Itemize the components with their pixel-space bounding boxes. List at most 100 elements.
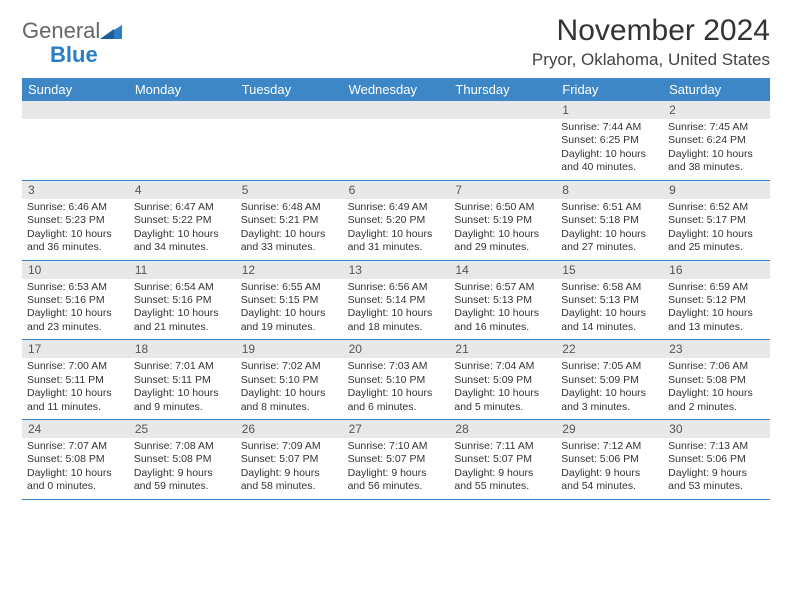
logo-text-wrap: General Blue: [22, 20, 122, 67]
daylight-line2: and 14 minutes.: [561, 321, 658, 334]
sunset-line: Sunset: 5:15 PM: [241, 294, 338, 307]
day-cell: Sunrise: 6:55 AMSunset: 5:15 PMDaylight:…: [236, 279, 343, 340]
daylight-line1: Daylight: 10 hours: [561, 148, 658, 161]
day-cell: Sunrise: 6:52 AMSunset: 5:17 PMDaylight:…: [663, 199, 770, 260]
sunrise-line: Sunrise: 7:10 AM: [348, 440, 445, 453]
daylight-line2: and 9 minutes.: [134, 401, 231, 414]
sunrise-line: Sunrise: 7:11 AM: [454, 440, 551, 453]
sunset-line: Sunset: 5:08 PM: [134, 453, 231, 466]
day-cell-empty: [449, 119, 556, 180]
day-number: 25: [129, 420, 236, 438]
sunrise-line: Sunrise: 7:07 AM: [27, 440, 124, 453]
daylight-line1: Daylight: 10 hours: [241, 228, 338, 241]
sunrise-line: Sunrise: 7:03 AM: [348, 360, 445, 373]
daylight-line2: and 40 minutes.: [561, 161, 658, 174]
sunrise-line: Sunrise: 6:51 AM: [561, 201, 658, 214]
daylight-line1: Daylight: 10 hours: [561, 228, 658, 241]
daylight-line2: and 53 minutes.: [668, 480, 765, 493]
day-cell: Sunrise: 6:50 AMSunset: 5:19 PMDaylight:…: [449, 199, 556, 260]
day-cell: Sunrise: 6:48 AMSunset: 5:21 PMDaylight:…: [236, 199, 343, 260]
day-cell: Sunrise: 7:02 AMSunset: 5:10 PMDaylight:…: [236, 358, 343, 419]
daylight-line2: and 16 minutes.: [454, 321, 551, 334]
sunrise-line: Sunrise: 7:12 AM: [561, 440, 658, 453]
weekday-header-cell: Friday: [556, 78, 663, 101]
day-cell: Sunrise: 7:44 AMSunset: 6:25 PMDaylight:…: [556, 119, 663, 180]
daylight-line2: and 13 minutes.: [668, 321, 765, 334]
topbar: General Blue November 2024 Pryor, Oklaho…: [22, 14, 770, 70]
sunset-line: Sunset: 5:18 PM: [561, 214, 658, 227]
day-cell: Sunrise: 7:06 AMSunset: 5:08 PMDaylight:…: [663, 358, 770, 419]
daylight-line1: Daylight: 10 hours: [668, 228, 765, 241]
daylight-line2: and 8 minutes.: [241, 401, 338, 414]
daylight-line1: Daylight: 10 hours: [668, 307, 765, 320]
daylight-line2: and 18 minutes.: [348, 321, 445, 334]
daylight-line2: and 29 minutes.: [454, 241, 551, 254]
day-number: 27: [343, 420, 450, 438]
daylight-line2: and 3 minutes.: [561, 401, 658, 414]
day-number: 17: [22, 340, 129, 358]
day-number: 8: [556, 181, 663, 199]
sunrise-line: Sunrise: 6:55 AM: [241, 281, 338, 294]
daylight-line2: and 21 minutes.: [134, 321, 231, 334]
daylight-line2: and 27 minutes.: [561, 241, 658, 254]
day-cell: Sunrise: 7:08 AMSunset: 5:08 PMDaylight:…: [129, 438, 236, 499]
day-cell: Sunrise: 7:12 AMSunset: 5:06 PMDaylight:…: [556, 438, 663, 499]
week-body: Sunrise: 6:46 AMSunset: 5:23 PMDaylight:…: [22, 199, 770, 260]
sunrise-line: Sunrise: 7:02 AM: [241, 360, 338, 373]
daylight-line2: and 54 minutes.: [561, 480, 658, 493]
day-number-empty: [129, 101, 236, 119]
sunrise-line: Sunrise: 7:44 AM: [561, 121, 658, 134]
week-row: 10111213141516 Sunrise: 6:53 AM Sunset: 5:…: [22, 261, 770, 341]
sunset-line: Sunset: 5:17 PM: [668, 214, 765, 227]
daynum-band: 10111213141516: [22, 261, 770, 279]
daylight-line2: and 36 minutes.: [27, 241, 124, 254]
daylight-line2: and 23 minutes.: [27, 321, 124, 334]
daylight-line1: Daylight: 10 hours: [454, 387, 551, 400]
day-number-empty: [22, 101, 129, 119]
day-number: 2: [663, 101, 770, 119]
sunset-line: Sunset: 5:07 PM: [241, 453, 338, 466]
sunrise-line: Sunrise: 7:45 AM: [668, 121, 765, 134]
daylight-line2: and 6 minutes.: [348, 401, 445, 414]
sunrise-line: Sunrise: 6:58 AM: [561, 281, 658, 294]
day-number: 9: [663, 181, 770, 199]
day-number: 26: [236, 420, 343, 438]
sunset-line: Sunset: 5:19 PM: [454, 214, 551, 227]
week-body: Sunrise: 7:00 AMSunset: 5:11 PMDaylight:…: [22, 358, 770, 419]
daylight-line1: Daylight: 9 hours: [668, 467, 765, 480]
day-cell: Sunrise: 6:59 AMSunset: 5:12 PMDaylight:…: [663, 279, 770, 340]
daylight-line1: Daylight: 10 hours: [454, 228, 551, 241]
daylight-line1: Daylight: 10 hours: [348, 387, 445, 400]
daylight-line1: Daylight: 9 hours: [561, 467, 658, 480]
sunrise-line: Sunrise: 6:59 AM: [668, 281, 765, 294]
logo-triangle-icon: [100, 23, 122, 44]
day-cell: Sunrise: 6:49 AMSunset: 5:20 PMDaylight:…: [343, 199, 450, 260]
sunrise-line: Sunrise: 6:53 AM: [27, 281, 124, 294]
daylight-line1: Daylight: 9 hours: [134, 467, 231, 480]
daynum-band: 17181920212223: [22, 340, 770, 358]
daylight-line2: and 0 minutes.: [27, 480, 124, 493]
day-number: 11: [129, 261, 236, 279]
title-block: November 2024 Pryor, Oklahoma, United St…: [532, 14, 770, 70]
day-number: 18: [129, 340, 236, 358]
calendar-grid: SundayMondayTuesdayWednesdayThursdayFrid…: [22, 78, 770, 500]
day-cell: Sunrise: 7:03 AMSunset: 5:10 PMDaylight:…: [343, 358, 450, 419]
sunset-line: Sunset: 5:16 PM: [134, 294, 231, 307]
week-row: 12Sunrise: 7:44 AMSunset: 6:25 PMDayligh…: [22, 101, 770, 181]
day-cell: Sunrise: 7:09 AMSunset: 5:07 PMDaylight:…: [236, 438, 343, 499]
day-cell: Sunrise: 7:10 AMSunset: 5:07 PMDaylight:…: [343, 438, 450, 499]
day-number: 13: [343, 261, 450, 279]
daylight-line2: and 25 minutes.: [668, 241, 765, 254]
day-cell: Sunrise: 6:46 AMSunset: 5:23 PMDaylight:…: [22, 199, 129, 260]
day-cell: Sunrise: 7:11 AMSunset: 5:07 PMDaylight:…: [449, 438, 556, 499]
day-number: 5: [236, 181, 343, 199]
sunset-line: Sunset: 5:07 PM: [348, 453, 445, 466]
day-cell: Sunrise: 6:54 AMSunset: 5:16 PMDaylight:…: [129, 279, 236, 340]
sunset-line: Sunset: 5:08 PM: [668, 374, 765, 387]
day-number: 7: [449, 181, 556, 199]
day-cell: Sunrise: 7:00 AMSunset: 5:11 PMDaylight:…: [22, 358, 129, 419]
day-number: 21: [449, 340, 556, 358]
daylight-line1: Daylight: 10 hours: [241, 387, 338, 400]
daylight-line2: and 5 minutes.: [454, 401, 551, 414]
day-number: 4: [129, 181, 236, 199]
